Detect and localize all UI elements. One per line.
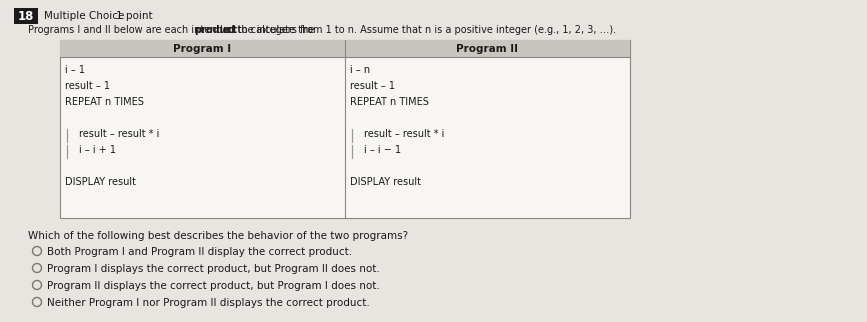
Text: result – result * i: result – result * i xyxy=(79,129,160,139)
Text: Which of the following best describes the behavior of the two programs?: Which of the following best describes th… xyxy=(28,231,408,241)
Text: i – 1: i – 1 xyxy=(65,65,85,75)
Text: DISPLAY result: DISPLAY result xyxy=(350,177,421,187)
Bar xyxy=(345,40,630,57)
Text: Neither Program I nor Program II displays the correct product.: Neither Program I nor Program II display… xyxy=(47,298,369,308)
Text: Program I: Program I xyxy=(173,43,231,53)
Text: product: product xyxy=(194,25,237,35)
Bar xyxy=(60,40,630,218)
Text: Programs I and II below are each intended to calculate the: Programs I and II below are each intende… xyxy=(28,25,317,35)
Bar xyxy=(60,40,345,57)
Text: result – 1: result – 1 xyxy=(65,81,110,91)
Text: i – i + 1: i – i + 1 xyxy=(79,145,116,155)
Text: result – 1: result – 1 xyxy=(350,81,395,91)
Text: REPEAT n TIMES: REPEAT n TIMES xyxy=(65,97,144,107)
Text: Program II: Program II xyxy=(456,43,518,53)
Text: REPEAT n TIMES: REPEAT n TIMES xyxy=(350,97,429,107)
Text: Multiple Choice: Multiple Choice xyxy=(44,11,124,21)
Text: i – n: i – n xyxy=(350,65,370,75)
Text: result – result * i: result – result * i xyxy=(364,129,445,139)
Text: 1 point: 1 point xyxy=(116,11,153,21)
Text: Program I displays the correct product, but Program II does not.: Program I displays the correct product, … xyxy=(47,264,380,274)
Text: Both Program I and Program II display the correct product.: Both Program I and Program II display th… xyxy=(47,247,352,257)
Text: of the integers from 1 to n. Assume that n is a positive integer (e.g., 1, 2, 3,: of the integers from 1 to n. Assume that… xyxy=(222,25,616,35)
Text: Program II displays the correct product, but Program I does not.: Program II displays the correct product,… xyxy=(47,281,380,291)
Text: 18: 18 xyxy=(18,10,34,23)
Text: i – i − 1: i – i − 1 xyxy=(364,145,401,155)
Text: DISPLAY result: DISPLAY result xyxy=(65,177,136,187)
Bar xyxy=(14,8,38,24)
